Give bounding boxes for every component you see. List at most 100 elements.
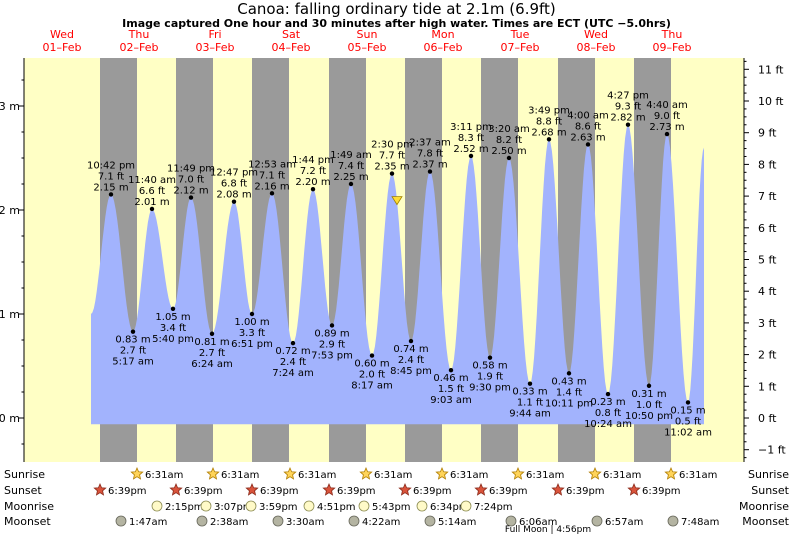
right-tick-label: 5 ft	[758, 254, 777, 267]
high-tide-meters: 2.50 m	[491, 146, 526, 157]
sunrise-time: 6:31am	[679, 470, 717, 481]
high-tide-point	[108, 192, 114, 197]
sunset-time: 6:39pm	[108, 486, 147, 497]
high-tide-feet: 9.0 ft	[654, 111, 680, 122]
low-tide-time: 11:02 am	[664, 427, 712, 438]
high-tide-point	[149, 206, 155, 212]
moonset-time: 4:22am	[362, 517, 400, 528]
low-tide-meters: 0.58 m	[472, 361, 507, 372]
moonset-time: 2:38am	[210, 517, 248, 528]
sunset-icon	[322, 482, 336, 496]
high-tide-point	[348, 181, 354, 187]
low-tide-point	[685, 400, 691, 405]
high-tide-feet: 6.8 ft	[221, 179, 247, 190]
moonset-icon	[115, 515, 127, 527]
right-tick-label: −1 ft	[758, 444, 786, 457]
left-tick-label: 1 m	[0, 308, 20, 321]
high-tide-point	[269, 191, 275, 196]
moonrise-icon	[151, 500, 163, 512]
high-tide-time: 3:49 pm	[528, 105, 570, 116]
day-of-week: Fri	[208, 28, 221, 41]
sunset-time: 6:39pm	[413, 486, 452, 497]
high-tide-time: 4:00 am	[567, 110, 609, 121]
high-tide-feet: 7.1 ft	[98, 171, 124, 182]
low-tide-feet: 2.4 ft	[280, 357, 306, 368]
high-tide-feet: 7.2 ft	[300, 166, 326, 177]
low-tide-feet: 1.5 ft	[438, 384, 464, 395]
high-tide-meters: 2.73 m	[649, 122, 684, 133]
moonrise-time: 2:15pm	[165, 502, 204, 513]
right-tick-label: 8 ft	[758, 158, 777, 171]
day-of-week: Thu	[661, 28, 683, 41]
low-tide-feet: 2.4 ft	[398, 355, 424, 366]
high-tide-feet: 8.3 ft	[458, 133, 484, 144]
chart-subtitle: Image captured One hour and 30 minutes a…	[122, 17, 671, 30]
sunset-icon	[474, 482, 488, 496]
low-tide-point	[646, 383, 652, 388]
high-tide-point	[506, 155, 512, 161]
high-tide-meters: 2.25 m	[333, 172, 368, 183]
low-tide-point	[130, 329, 136, 334]
low-tide-time: 10:11 pm	[545, 398, 593, 409]
left-row-label: Sunrise	[4, 468, 45, 481]
low-tide-point	[170, 306, 176, 311]
moonset-icon	[196, 515, 208, 527]
sunrise-time: 6:31am	[526, 470, 564, 481]
low-tide-feet: 1.0 ft	[636, 400, 662, 411]
sunrise-icon	[130, 466, 144, 480]
moonset-time: 3:30am	[286, 517, 324, 528]
sunrise-icon	[588, 466, 602, 480]
sunrise-icon	[511, 466, 525, 480]
high-tide-meters: 2.82 m	[610, 113, 645, 124]
low-tide-meters: 0.33 m	[512, 387, 547, 398]
sunrise-icon	[283, 466, 297, 480]
high-tide-time: 2:37 am	[409, 138, 451, 149]
day-date: 01–Feb	[43, 41, 82, 54]
high-tide-time: 12:47 pm	[210, 168, 258, 179]
sunset-icon	[169, 482, 183, 496]
sunset-icon	[627, 482, 641, 496]
moonrise-time: 4:51pm	[317, 502, 356, 513]
moonrise-icon	[245, 500, 257, 512]
day-date: 07–Feb	[501, 41, 540, 54]
moonrise-time: 3:59pm	[259, 502, 298, 513]
moonset-time: 5:14am	[438, 517, 476, 528]
low-tide-feet: 1.9 ft	[477, 372, 503, 383]
moonset-icon	[667, 515, 679, 527]
high-tide-time: 3:11 pm	[450, 122, 492, 133]
low-tide-meters: 0.23 m	[590, 397, 625, 408]
low-tide-meters: 0.74 m	[393, 344, 428, 355]
day-date: 09–Feb	[653, 41, 692, 54]
moonrise-icon	[200, 500, 212, 512]
moonset-icon	[348, 515, 360, 527]
moonset-time: 6:06am	[519, 517, 557, 528]
current-level-marker	[391, 196, 403, 206]
sunset-time: 6:39pm	[566, 486, 605, 497]
moonrise-icon	[416, 500, 428, 512]
high-tide-time: 1:49 am	[330, 150, 372, 161]
low-tide-feet: 3.4 ft	[160, 323, 186, 334]
day-band	[24, 58, 100, 462]
moonset-icon	[505, 515, 517, 527]
moonrise-icon	[460, 500, 472, 512]
high-tide-feet: 7.4 ft	[338, 161, 364, 172]
low-tide-feet: 1.4 ft	[556, 387, 582, 398]
left-tick-label: 2 m	[0, 204, 20, 217]
high-tide-meters: 2.52 m	[453, 144, 488, 155]
right-tick-label: 4 ft	[758, 285, 777, 298]
high-tide-meters: 2.12 m	[173, 186, 208, 197]
low-tide-time: 9:44 am	[509, 409, 551, 420]
sunset-icon	[398, 482, 412, 496]
low-tide-point	[249, 311, 255, 317]
sunset-icon	[245, 482, 259, 496]
right-tick-label: 6 ft	[758, 222, 777, 235]
moonset-icon	[272, 515, 284, 527]
left-tick-label: 0 m	[0, 412, 20, 425]
low-tide-point	[290, 340, 296, 346]
high-tide-point	[468, 153, 474, 159]
right-tick-label: 7 ft	[758, 190, 777, 203]
low-tide-meters: 1.00 m	[234, 317, 269, 328]
sunset-time: 6:39pm	[642, 486, 681, 497]
low-tide-time: 9:30 pm	[469, 383, 511, 394]
sunrise-icon	[435, 466, 449, 480]
